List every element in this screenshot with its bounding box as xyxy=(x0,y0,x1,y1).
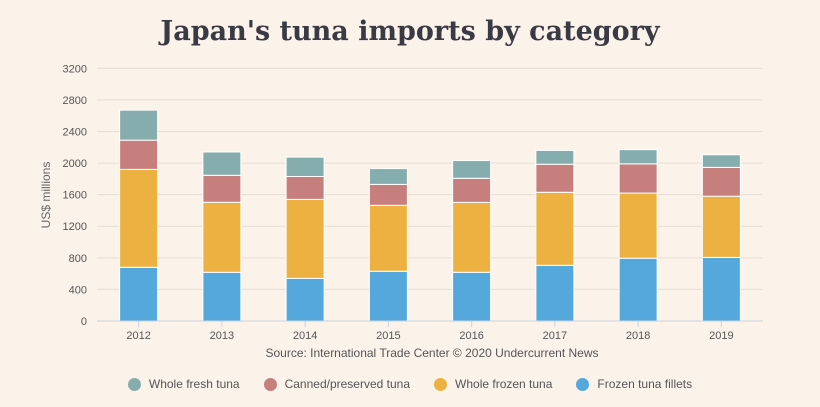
bar-segment-canned-preserved-tuna-2016[interactable] xyxy=(452,177,492,203)
legend-marker-icon xyxy=(127,377,141,391)
y-tick-label: 0 xyxy=(81,316,87,328)
chart-title: Japan's tuna imports by category xyxy=(160,16,660,47)
legend-label: Whole frozen tuna xyxy=(455,377,553,391)
bar-segment-whole-frozen-tuna-2013[interactable] xyxy=(202,201,242,273)
legend: Whole fresh tuna Canned/preserved tuna Who… xyxy=(0,377,820,391)
source-note: Source: International Trade Center © 202… xyxy=(265,346,598,360)
bar-segment-whole-fresh-tuna-2013[interactable] xyxy=(202,151,242,176)
y-tick-label: 3200 xyxy=(63,63,87,75)
y-tick-label: 800 xyxy=(69,253,87,265)
bar-segment-whole-fresh-tuna-2019[interactable] xyxy=(701,154,741,168)
y-tick-label: 2000 xyxy=(63,158,87,170)
legend-marker-icon xyxy=(576,377,590,391)
bar-segment-canned-preserved-tuna-2019[interactable] xyxy=(701,166,741,197)
legend-item-frozen-tuna-fillets[interactable]: Frozen tuna fillets xyxy=(576,377,692,391)
x-tick-label: 2012 xyxy=(126,330,150,342)
bar-segment-frozen-tuna-fillets-2012[interactable] xyxy=(119,266,159,322)
bar-segment-frozen-tuna-fillets-2013[interactable] xyxy=(202,271,242,322)
bar-segment-whole-frozen-tuna-2016[interactable] xyxy=(452,201,492,273)
bar-segment-canned-preserved-tuna-2014[interactable] xyxy=(285,175,325,200)
y-tick-label: 2400 xyxy=(63,126,87,138)
bar-segment-whole-fresh-tuna-2015[interactable] xyxy=(368,168,408,185)
bar-segment-frozen-tuna-fillets-2014[interactable] xyxy=(285,277,325,322)
legend-label: Frozen tuna fillets xyxy=(597,377,693,391)
bar-segment-canned-preserved-tuna-2018[interactable] xyxy=(618,163,658,194)
bar-segment-frozen-tuna-fillets-2019[interactable] xyxy=(701,256,741,322)
y-tick-label: 1200 xyxy=(63,221,87,233)
legend-item-canned-preserved-tuna[interactable]: Canned/preserved tuna xyxy=(263,377,411,391)
bar-segment-frozen-tuna-fillets-2018[interactable] xyxy=(618,257,658,322)
bar-segment-whole-frozen-tuna-2018[interactable] xyxy=(618,192,658,259)
bar-segment-canned-preserved-tuna-2013[interactable] xyxy=(202,174,242,203)
bar-segment-whole-frozen-tuna-2015[interactable] xyxy=(368,204,408,272)
bar-segment-whole-fresh-tuna-2016[interactable] xyxy=(452,160,492,179)
legend-marker-icon xyxy=(263,377,277,391)
bar-segment-canned-preserved-tuna-2017[interactable] xyxy=(535,163,575,193)
bar-segment-canned-preserved-tuna-2015[interactable] xyxy=(368,183,408,206)
y-tick-label: 400 xyxy=(69,284,87,296)
y-tick-label: 2800 xyxy=(63,95,87,107)
y-axis-label: US$ millions xyxy=(39,162,53,229)
legend-label: Whole fresh tuna xyxy=(148,377,240,391)
x-tick-label: 2017 xyxy=(543,330,567,342)
bar-segment-frozen-tuna-fillets-2017[interactable] xyxy=(535,264,575,322)
bar-segment-canned-preserved-tuna-2012[interactable] xyxy=(119,139,159,170)
legend-label: Canned/preserved tuna xyxy=(284,377,411,391)
y-tick-label: 1600 xyxy=(63,190,87,202)
legend-item-whole-fresh-tuna[interactable]: Whole fresh tuna xyxy=(127,377,240,391)
x-tick-label: 2018 xyxy=(626,330,650,342)
x-tick-label: 2015 xyxy=(376,330,400,342)
x-tick-label: 2013 xyxy=(210,330,234,342)
x-tick-label: 2019 xyxy=(709,330,733,342)
bar-segment-whole-fresh-tuna-2014[interactable] xyxy=(285,156,325,177)
bar-segment-whole-fresh-tuna-2012[interactable] xyxy=(119,109,159,141)
bar-segment-whole-frozen-tuna-2017[interactable] xyxy=(535,191,575,266)
bar-segment-whole-fresh-tuna-2018[interactable] xyxy=(618,149,658,165)
legend-item-whole-frozen-tuna[interactable]: Whole frozen tuna xyxy=(434,377,552,391)
bar-segment-whole-frozen-tuna-2014[interactable] xyxy=(285,198,325,279)
legend-marker-icon xyxy=(434,377,448,391)
bar-segment-whole-fresh-tuna-2017[interactable] xyxy=(535,149,575,165)
bar-segment-frozen-tuna-fillets-2015[interactable] xyxy=(368,270,408,322)
x-tick-label: 2014 xyxy=(293,330,317,342)
bar-segment-whole-frozen-tuna-2019[interactable] xyxy=(701,195,741,258)
bar-segment-frozen-tuna-fillets-2016[interactable] xyxy=(452,271,492,322)
x-tick-label: 2016 xyxy=(459,330,483,342)
bar-segment-whole-frozen-tuna-2012[interactable] xyxy=(119,168,159,268)
